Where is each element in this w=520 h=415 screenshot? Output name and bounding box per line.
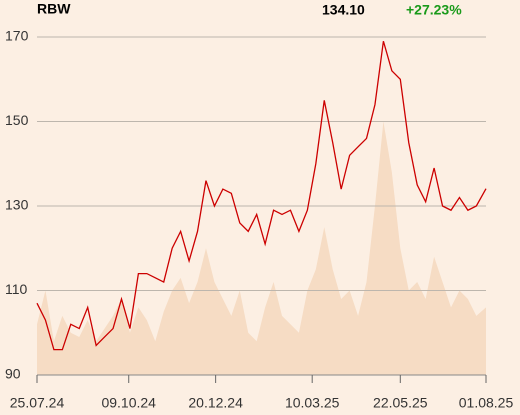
x-tick-label: 25.07.24: [10, 395, 65, 411]
y-tick-label: 130: [5, 197, 29, 213]
y-tick-label: 150: [5, 112, 29, 128]
y-tick-label: 90: [5, 366, 21, 382]
y-tick-label: 170: [5, 28, 29, 44]
x-tick-label: 10.03.25: [285, 395, 340, 411]
x-tick-label: 01.08.25: [459, 395, 514, 411]
x-tick-label: 22.05.25: [373, 395, 428, 411]
change: +27.23%: [406, 2, 462, 18]
ticker: RBW: [37, 1, 71, 17]
x-tick-label: 20.12.24: [188, 395, 243, 411]
x-tick-label: 09.10.24: [101, 395, 156, 411]
price-line: [36, 41, 487, 351]
y-tick-label: 110: [5, 281, 28, 297]
volume-area: [37, 121, 486, 375]
price: 134.10: [322, 2, 365, 18]
